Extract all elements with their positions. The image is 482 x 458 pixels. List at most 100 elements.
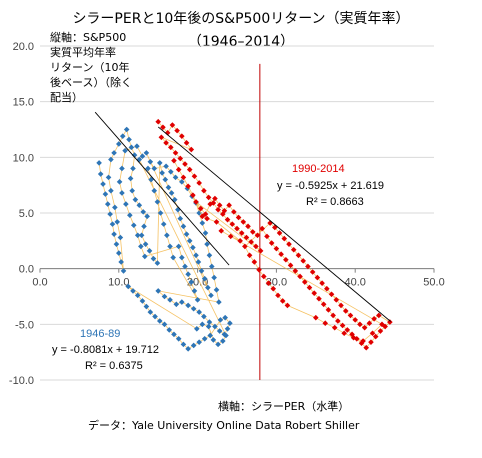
data-point (100, 181, 106, 187)
data-point (215, 206, 221, 213)
data-point (377, 328, 384, 334)
data-point (130, 288, 136, 294)
data-point (273, 245, 280, 252)
data-point (116, 250, 122, 256)
red-r-squared: R² = 0.8663 (306, 196, 364, 208)
data-point (161, 321, 168, 328)
data-point (237, 238, 243, 244)
data-point (201, 313, 207, 320)
series-path (98, 128, 231, 350)
data-point (207, 201, 214, 207)
data-point (190, 342, 197, 349)
data-point (128, 144, 135, 151)
data-point (111, 150, 117, 156)
data-point (217, 317, 224, 323)
data-point (118, 259, 124, 265)
data-point (172, 174, 179, 181)
data-point (224, 325, 231, 332)
data-point (179, 299, 185, 305)
x-axis-label: 横軸：シラーPER（水準） (218, 400, 350, 413)
data-point (284, 302, 291, 309)
data-point (139, 153, 146, 160)
data-point (313, 314, 319, 321)
data-point (155, 118, 161, 125)
data-point (344, 327, 351, 333)
data-point (254, 232, 261, 239)
data-point (163, 163, 169, 170)
data-point (182, 263, 188, 270)
data-point (130, 165, 136, 172)
data-point (223, 332, 229, 339)
data-point (333, 297, 340, 303)
y-axis-label-line: 実質平均年率 (50, 46, 116, 59)
data-point (186, 238, 193, 244)
data-point (224, 216, 231, 223)
data-point (168, 169, 174, 175)
data-point (205, 284, 211, 291)
data-point (246, 252, 253, 259)
data-point (212, 323, 218, 330)
y-axis-label-line: リターン（10年 (50, 61, 130, 74)
data-point (143, 303, 150, 310)
data-point (240, 219, 247, 225)
data-point (190, 305, 197, 312)
y-tick-label: 20.0 (13, 41, 34, 53)
y-axis-label-line: 縦軸：S&P500 (50, 31, 127, 44)
data-point (196, 339, 202, 345)
data-point (113, 241, 120, 247)
data-point (152, 313, 158, 320)
data-point (202, 230, 209, 236)
data-point (164, 232, 170, 239)
data-point (190, 192, 196, 198)
data-point (180, 341, 187, 348)
data-point (167, 297, 173, 303)
data-point (227, 233, 234, 240)
data-point (114, 219, 121, 225)
y-tick-label: 5.0 (19, 208, 34, 220)
data-point (278, 251, 284, 257)
data-point (253, 243, 259, 250)
data-point (122, 147, 128, 154)
data-point (126, 136, 132, 143)
data-point (147, 158, 154, 165)
blue-series-label: 1946-89 (80, 328, 120, 340)
data-point (305, 263, 311, 270)
data-point (143, 150, 150, 156)
data-point (335, 318, 341, 324)
data-point (229, 221, 236, 227)
data-point (220, 211, 226, 217)
data-point (193, 252, 199, 259)
data-point (341, 330, 347, 337)
data-point (108, 187, 114, 194)
data-point (104, 201, 111, 207)
source-note: データ：Yale University Online Data Robert S… (88, 419, 360, 432)
data-point (283, 256, 289, 263)
data-point (188, 279, 195, 285)
data-point (160, 221, 167, 227)
red-equation: y = -0.5925x + 21.619 (277, 180, 384, 192)
data-point (245, 223, 251, 230)
data-point (108, 156, 114, 163)
data-point (142, 241, 149, 247)
data-point (267, 220, 273, 226)
y-tick-label: 0.0 (19, 264, 34, 276)
data-point (136, 202, 143, 209)
data-point (102, 191, 109, 197)
blue-equation: y = -0.8081x + 19.712 (52, 344, 159, 356)
data-point (357, 321, 363, 328)
data-point (206, 252, 213, 259)
data-point (242, 243, 248, 250)
data-point (179, 133, 185, 139)
data-point (123, 126, 130, 133)
data-point (270, 285, 277, 292)
data-point (167, 243, 173, 250)
data-point (210, 337, 217, 343)
data-point (105, 174, 112, 181)
data-point (195, 259, 202, 265)
data-point (199, 321, 206, 328)
data-point (183, 140, 190, 146)
data-point (199, 213, 206, 220)
data-point (182, 161, 188, 167)
data-point (248, 239, 254, 245)
data-point (256, 266, 262, 273)
